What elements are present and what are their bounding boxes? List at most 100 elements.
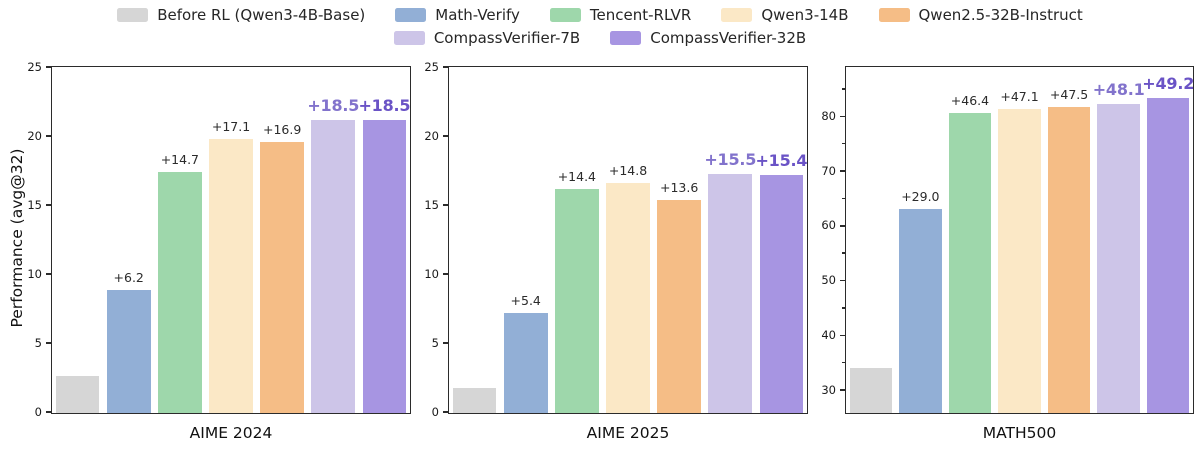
y-tick-label: 15 [27, 197, 42, 212]
bar-annotation-tencent-rlvr: +14.4 [557, 168, 596, 184]
y-minor-tick-mark [841, 361, 845, 364]
bar-before-rl-qwen3-4b-base [452, 388, 497, 413]
legend-row-1: Before RL (Qwen3-4B-Base) Math-Verify Tenc… [117, 6, 1083, 24]
bar-annotation-compassverifier-7b: +18.5 [307, 95, 360, 115]
charts-area: Performance (avg@32) 0 5 10 15 20 25 +6.2 +14.7… [0, 56, 1200, 453]
y-tick-label: 70 [821, 163, 836, 178]
bar-math-verify [106, 289, 151, 413]
legend-item-math-verify: Math-Verify [395, 6, 520, 24]
y-tick-label: 60 [821, 218, 836, 233]
legend-swatch-tencent-rlvr [549, 8, 581, 22]
y-tick-mark [45, 342, 51, 344]
bar-qwen3-14b [606, 183, 650, 413]
y-tick-mark [839, 279, 845, 282]
bar-qwen3-14b [998, 109, 1041, 413]
y-tick-label: 80 [821, 108, 836, 123]
y-minor-tick-mark [841, 197, 845, 200]
y-tick-label: 50 [821, 273, 836, 288]
y-minor-tick-mark [841, 307, 845, 309]
y-tick-mark [839, 334, 845, 337]
y-tick-mark [45, 135, 51, 137]
bar-qwen3-14b [209, 138, 253, 413]
bar-compassverifier-7b [311, 119, 356, 413]
plot-area-aime-2024: 0 5 10 15 20 25 +6.2 +14.7 +17.1 +16.9 +18.5 +18.5 [27, 60, 411, 419]
y-tick-label: 5 [34, 335, 42, 350]
legend-item-compassverifier-32b: CompassVerifier-32B [610, 29, 806, 47]
y-tick-label: 15 [424, 197, 439, 212]
legend-label: CompassVerifier-32B [650, 29, 807, 47]
bar-compassverifier-32b [759, 174, 804, 413]
bar-compassverifier-32b [1147, 97, 1190, 413]
y-tick-label: 25 [27, 59, 42, 74]
bar-annotation-compassverifier-32b: +15.4 [755, 150, 808, 170]
legend-label: Math-Verify [435, 6, 520, 24]
bar-annotation-math-verify: +6.2 [113, 269, 144, 285]
legend-swatch-qwen2-5-32b-instruct [878, 8, 910, 22]
legend-swatch-compassverifier-32b [610, 31, 642, 45]
bar-annotation-qwen3-14b: +47.1 [1000, 89, 1039, 105]
y-tick-mark [839, 170, 845, 172]
legend-swatch-math-verify [395, 8, 427, 22]
bar-tencent-rlvr [555, 188, 599, 413]
bar-tencent-rlvr [948, 113, 992, 413]
y-tick-label: 0 [431, 404, 439, 419]
panel-title-aime-2024: AIME 2024 [189, 424, 273, 442]
y-tick-mark [45, 273, 51, 275]
panel-title-aime-2025: AIME 2025 [586, 424, 670, 442]
y-tick-mark [442, 135, 448, 137]
bar-before-rl-qwen3-4b-base [849, 367, 892, 413]
plot-area-math500: 30 40 50 60 70 80 +29.0 +46.4 +47.1 +47.5 +48.1 +49… [821, 66, 1195, 414]
y-minor-tick-mark [841, 252, 845, 254]
y-tick-mark [839, 115, 845, 118]
bar-annotation-qwen2-5-32b-instruct: +13.6 [659, 179, 699, 195]
y-tick-mark [839, 225, 845, 227]
plot-area-aime-2025: 0 5 10 15 20 25 +5.4 +14.4 +14.8 +13.6 +15.5 +15.4 [424, 60, 808, 419]
legend-label: Qwen2.5-32B-Instruct [918, 6, 1083, 24]
bar-math-verify [503, 313, 548, 413]
bar-annotation-qwen2-5-32b-instruct: +16.9 [262, 121, 302, 137]
bar-annotation-tencent-rlvr: +46.4 [950, 93, 990, 109]
legend-item-tencent-rlvr: Tencent-RLVR [549, 6, 692, 24]
bar-tencent-rlvr [158, 172, 202, 413]
bar-math-verify [899, 208, 942, 413]
y-tick-mark [45, 66, 51, 68]
y-tick-label: 5 [431, 335, 439, 350]
bar-annotation-compassverifier-32b: +18.5 [358, 95, 411, 115]
bar-qwen2-5-32b-instruct [260, 141, 304, 413]
bar-annotation-math-verify: +5.4 [510, 293, 541, 309]
bar-compassverifier-32b [362, 119, 407, 413]
legend-item-qwen3-14b: Qwen3-14B [721, 6, 849, 24]
y-tick-label: 10 [424, 266, 439, 281]
y-minor-tick-mark [841, 142, 845, 145]
legend-swatch-compassverifier-7b [393, 31, 425, 45]
bar-before-rl-qwen3-4b-base [55, 375, 100, 413]
bar-compassverifier-7b [708, 173, 753, 413]
legend-label: CompassVerifier-7B [433, 29, 581, 47]
y-tick-mark [45, 411, 51, 413]
y-tick-label: 0 [34, 404, 42, 419]
legend-item-before-rl-qwen3-4b-base: Before RL (Qwen3-4B-Base) [117, 6, 365, 24]
y-tick-label: 20 [424, 128, 439, 143]
y-tick-label: 40 [821, 327, 836, 342]
bar-qwen2-5-32b-instruct [657, 199, 701, 413]
bar-annotation-compassverifier-32b: +49.2 [1142, 73, 1195, 93]
bar-compassverifier-7b [1097, 103, 1140, 413]
bar-annotation-math-verify: +29.0 [901, 188, 940, 204]
y-tick-label: 30 [821, 382, 836, 397]
legend: Before RL (Qwen3-4B-Base) Math-Verify Tenc… [0, 6, 1200, 47]
y-tick-mark [442, 342, 448, 344]
y-minor-tick-mark [841, 88, 845, 90]
y-tick-label: 10 [27, 266, 42, 281]
legend-item-compassverifier-7b: CompassVerifier-7B [393, 29, 581, 47]
panel-title-math500: MATH500 [982, 424, 1057, 442]
legend-item-qwen2-5-32b-instruct: Qwen2.5-32B-Instruct [878, 6, 1083, 24]
y-tick-label: 25 [424, 59, 439, 74]
legend-label: Tencent-RLVR [589, 6, 692, 24]
bar-annotation-qwen3-14b: +14.8 [608, 163, 648, 179]
bar-annotation-qwen2-5-32b-instruct: +47.5 [1049, 87, 1089, 103]
y-axis-label: Performance (avg@32) [8, 148, 26, 328]
bar-annotation-compassverifier-7b: +48.1 [1092, 79, 1145, 99]
legend-swatch-before-rl-qwen3-4b-base [117, 8, 149, 22]
y-tick-mark [442, 66, 448, 68]
